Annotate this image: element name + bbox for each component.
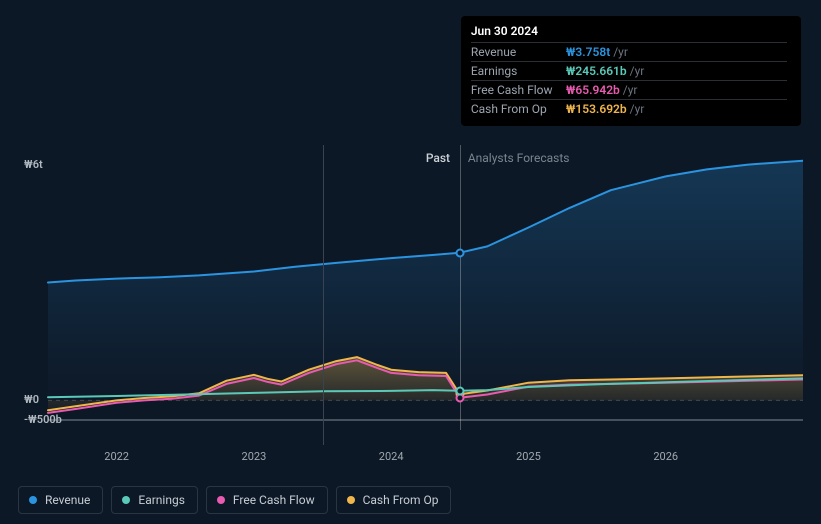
tooltip-row: Revenue₩3.758t/yr bbox=[471, 42, 787, 61]
tooltip-row-value: ₩245.661b bbox=[566, 64, 627, 78]
x-axis-tick: 2026 bbox=[653, 450, 678, 463]
tooltip-row-value: ₩3.758t bbox=[566, 45, 610, 59]
revenue-cursor-marker bbox=[455, 248, 464, 257]
x-axis-tick: 2022 bbox=[104, 450, 129, 463]
tooltip-date: Jun 30 2024 bbox=[471, 24, 787, 42]
x-axis-tick: 2025 bbox=[516, 450, 541, 463]
legend-item-cash-from-op[interactable]: Cash From Op bbox=[336, 486, 452, 514]
tooltip-row-unit: /yr bbox=[630, 64, 645, 78]
past-period-line bbox=[323, 145, 324, 445]
legend-swatch bbox=[29, 496, 37, 504]
tooltip-row-value: ₩153.692b bbox=[566, 102, 627, 116]
legend-label: Revenue bbox=[45, 493, 90, 507]
x-axis-tick: 2024 bbox=[379, 450, 404, 463]
legend-item-revenue[interactable]: Revenue bbox=[18, 486, 103, 514]
legend-label: Earnings bbox=[138, 493, 185, 507]
chart-legend: Revenue Earnings Free Cash Flow Cash From O… bbox=[18, 486, 451, 514]
tooltip-row: Earnings₩245.661b/yr bbox=[471, 61, 787, 80]
tooltip-row-unit: /yr bbox=[623, 83, 638, 97]
tooltip-row-label: Cash From Op bbox=[471, 102, 566, 116]
x-axis-tick: 2023 bbox=[242, 450, 267, 463]
legend-label: Free Cash Flow bbox=[233, 493, 315, 507]
tooltip-row-unit: /yr bbox=[630, 102, 645, 116]
tooltip-row-label: Revenue bbox=[471, 45, 566, 59]
forecast-label: Analysts Forecasts bbox=[468, 151, 570, 165]
legend-item-earnings[interactable]: Earnings bbox=[111, 486, 198, 514]
legend-swatch bbox=[347, 496, 355, 504]
tooltip-row-label: Earnings bbox=[471, 64, 566, 78]
tooltip-row: Cash From Op₩153.692b/yr bbox=[471, 99, 787, 118]
y-axis-tick: -₩500b bbox=[24, 413, 62, 426]
data-tooltip: Jun 30 2024 Revenue₩3.758t/yrEarnings₩24… bbox=[461, 16, 801, 126]
tooltip-row-value: ₩65.942b bbox=[566, 83, 620, 97]
tooltip-row: Free Cash Flow₩65.942b/yr bbox=[471, 80, 787, 99]
financial-chart: ₩6t ₩0 -₩500b 2022 2023 2024 2025 2026 Past An… bbox=[18, 0, 803, 524]
tooltip-row-label: Free Cash Flow bbox=[471, 83, 566, 97]
y-axis-tick: ₩6t bbox=[24, 158, 43, 171]
legend-swatch bbox=[122, 496, 130, 504]
legend-label: Cash From Op bbox=[363, 493, 439, 507]
tooltip-row-unit: /yr bbox=[613, 45, 628, 59]
legend-swatch bbox=[217, 496, 225, 504]
earnings-cursor-marker bbox=[455, 386, 464, 395]
y-axis-tick: ₩0 bbox=[24, 393, 39, 406]
past-label: Past bbox=[426, 151, 450, 165]
legend-item-free-cash-flow[interactable]: Free Cash Flow bbox=[206, 486, 328, 514]
